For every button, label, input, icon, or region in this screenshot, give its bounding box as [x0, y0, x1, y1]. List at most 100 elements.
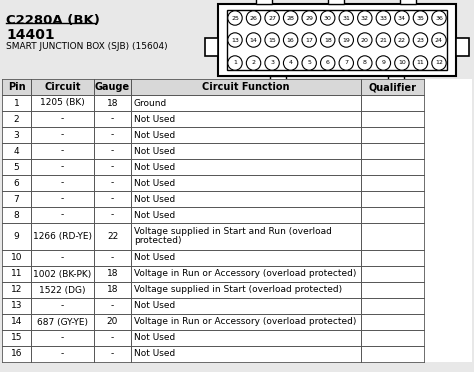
Text: 1266 (RD-YE): 1266 (RD-YE): [33, 232, 92, 241]
Bar: [2, 79, 472, 362]
Circle shape: [228, 33, 242, 47]
Text: 14: 14: [11, 317, 22, 327]
Text: -: -: [111, 195, 114, 203]
Circle shape: [339, 56, 354, 70]
Text: 4: 4: [289, 61, 292, 65]
Text: -: -: [61, 195, 64, 203]
Circle shape: [265, 56, 279, 70]
Text: 18: 18: [107, 269, 118, 279]
Text: 26: 26: [250, 16, 257, 20]
Circle shape: [302, 33, 316, 47]
Text: 25: 25: [231, 16, 239, 20]
Text: -: -: [61, 301, 64, 311]
Circle shape: [432, 56, 446, 70]
Circle shape: [395, 56, 409, 70]
Circle shape: [228, 56, 242, 70]
Text: 32: 32: [361, 16, 369, 20]
Bar: [361, 79, 424, 95]
Text: 16: 16: [287, 38, 294, 42]
Text: 14401: 14401: [6, 28, 55, 42]
Circle shape: [357, 56, 372, 70]
Circle shape: [246, 11, 261, 25]
Text: 31: 31: [342, 16, 350, 20]
Text: Not Used: Not Used: [134, 131, 175, 140]
Circle shape: [283, 11, 298, 25]
Text: 15: 15: [268, 38, 276, 42]
Text: 15: 15: [11, 334, 22, 343]
Text: Not Used: Not Used: [134, 301, 175, 311]
Bar: [256, 0, 272, 4]
Circle shape: [413, 33, 428, 47]
Text: -: -: [61, 115, 64, 124]
Text: 16: 16: [11, 350, 22, 359]
Circle shape: [320, 11, 335, 25]
Text: Ground: Ground: [134, 99, 167, 108]
Text: Not Used: Not Used: [134, 163, 175, 171]
Text: 1: 1: [14, 99, 19, 108]
Text: 28: 28: [287, 16, 294, 20]
Text: 3: 3: [14, 131, 19, 140]
Text: 11: 11: [417, 61, 424, 65]
Text: 19: 19: [342, 38, 350, 42]
Text: 7: 7: [344, 61, 348, 65]
Bar: [328, 0, 344, 4]
Text: 6: 6: [326, 61, 329, 65]
Circle shape: [395, 11, 409, 25]
Text: Pin: Pin: [8, 82, 25, 92]
Bar: [456, 38, 469, 56]
Bar: [227, 10, 447, 70]
Text: Not Used: Not Used: [134, 253, 175, 263]
Text: 2: 2: [14, 115, 19, 124]
Text: 13: 13: [11, 301, 22, 311]
Circle shape: [432, 33, 446, 47]
Circle shape: [376, 33, 391, 47]
Text: 29: 29: [305, 16, 313, 20]
Text: 6: 6: [14, 179, 19, 187]
Text: -: -: [111, 147, 114, 155]
Text: 8: 8: [363, 61, 367, 65]
Text: -: -: [61, 350, 64, 359]
Text: 1522 (DG): 1522 (DG): [39, 285, 86, 295]
Circle shape: [283, 56, 298, 70]
Text: 36: 36: [435, 16, 443, 20]
Text: 18: 18: [107, 285, 118, 295]
Text: -: -: [111, 301, 114, 311]
Text: Gauge: Gauge: [95, 82, 130, 92]
Circle shape: [320, 33, 335, 47]
Text: 18: 18: [324, 38, 332, 42]
Text: 21: 21: [379, 38, 387, 42]
Bar: [388, 76, 404, 83]
Text: Voltage supplied in Start (overload protected): Voltage supplied in Start (overload prot…: [134, 285, 342, 295]
Text: 22: 22: [107, 232, 118, 241]
Text: -: -: [111, 179, 114, 187]
Text: 27: 27: [268, 16, 276, 20]
Bar: [218, 4, 456, 76]
Circle shape: [357, 11, 372, 25]
Text: Not Used: Not Used: [134, 147, 175, 155]
Text: Voltage in Run or Accessory (overload protected): Voltage in Run or Accessory (overload pr…: [134, 317, 356, 327]
Text: 1: 1: [233, 61, 237, 65]
Text: 11: 11: [11, 269, 22, 279]
Text: -: -: [61, 163, 64, 171]
Text: 13: 13: [231, 38, 239, 42]
Text: 30: 30: [324, 16, 332, 20]
Bar: [94, 79, 131, 95]
Text: protected): protected): [134, 236, 182, 245]
Text: 9: 9: [14, 232, 19, 241]
Text: -: -: [111, 334, 114, 343]
Text: 1205 (BK): 1205 (BK): [40, 99, 85, 108]
Text: -: -: [61, 211, 64, 219]
Text: 5: 5: [307, 61, 311, 65]
Text: -: -: [61, 334, 64, 343]
Text: -: -: [111, 115, 114, 124]
Text: 10: 10: [11, 253, 22, 263]
Circle shape: [228, 11, 242, 25]
Text: -: -: [111, 131, 114, 140]
Text: Not Used: Not Used: [134, 334, 175, 343]
Text: 8: 8: [14, 211, 19, 219]
Bar: [2, 79, 31, 95]
Text: 687 (GY-YE): 687 (GY-YE): [37, 317, 88, 327]
Text: 17: 17: [305, 38, 313, 42]
Text: 7: 7: [14, 195, 19, 203]
Text: -: -: [111, 350, 114, 359]
